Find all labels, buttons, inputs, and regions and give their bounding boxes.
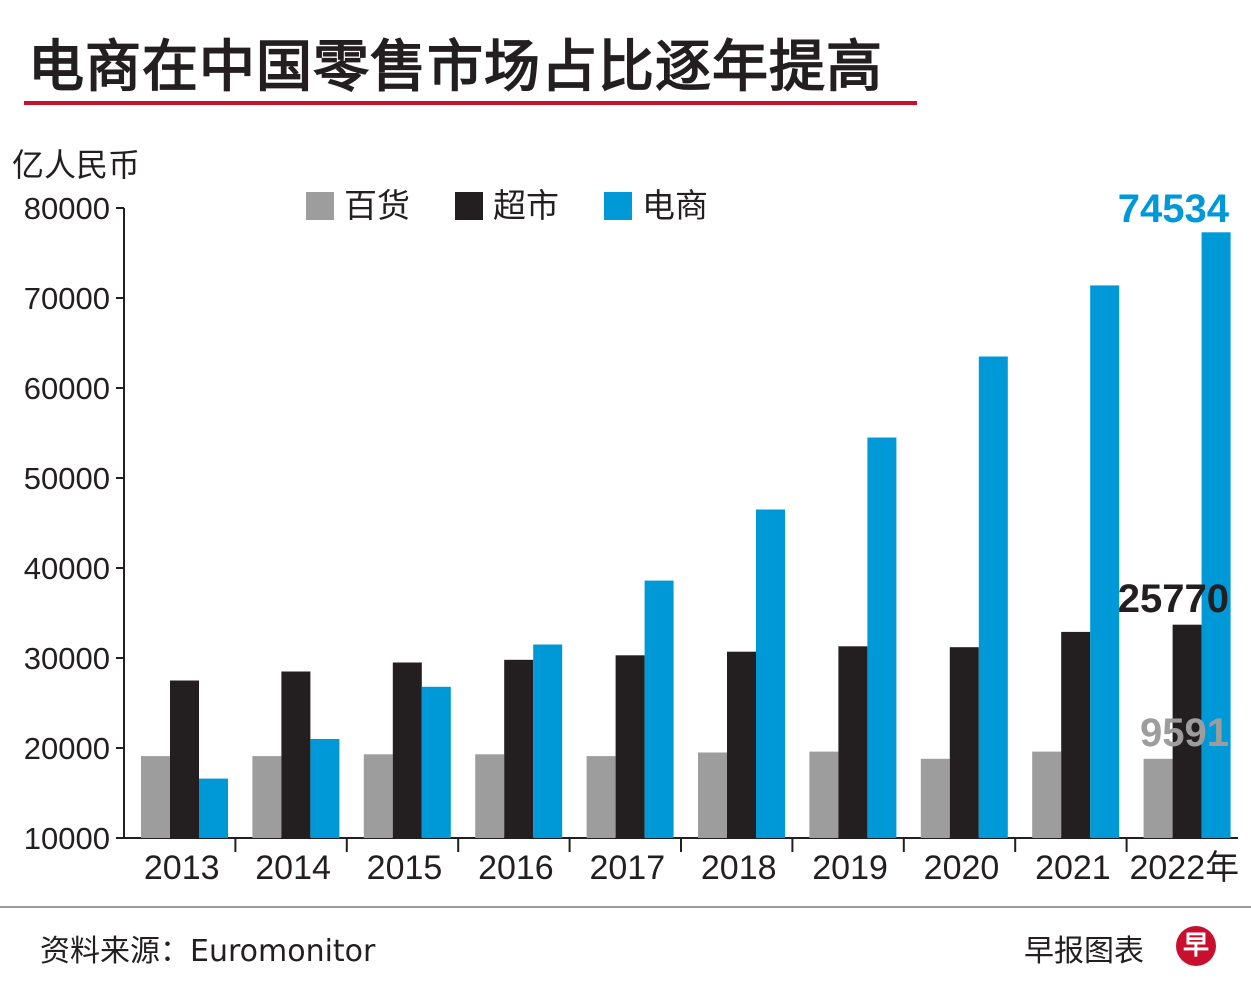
bar <box>949 647 979 838</box>
title-underline <box>24 101 917 105</box>
footer-divider <box>0 906 1251 908</box>
data-label: 25770 <box>1118 577 1229 621</box>
bar <box>1090 285 1120 838</box>
bar <box>199 778 228 838</box>
bar <box>809 751 839 838</box>
bar <box>310 739 340 838</box>
legend-label: 电商 <box>642 186 708 225</box>
bar <box>421 686 451 838</box>
x-tick-label: 2016 <box>478 849 554 887</box>
y-tick-label: 30000 <box>24 641 110 676</box>
bar <box>727 651 756 838</box>
source-note: 资料来源：Euromonitor <box>40 934 376 969</box>
bar <box>838 646 868 838</box>
x-tick-label: 2017 <box>589 849 665 887</box>
y-axis-unit-label: 亿人民币 <box>12 146 141 184</box>
data-label: 9591 <box>1140 711 1229 755</box>
bar <box>615 655 645 838</box>
x-tick-label: 2020 <box>924 849 1000 887</box>
bar-chart: 10000 20000 30000 40000 50000 60000 70000 80000… <box>24 186 1239 887</box>
bar <box>756 509 785 838</box>
legend-swatch <box>306 192 334 220</box>
bar <box>1172 624 1202 838</box>
bar <box>281 671 311 838</box>
bar <box>1032 751 1062 838</box>
credit-label: 早报图表 <box>1024 934 1144 969</box>
legend-label: 百货 <box>344 186 410 225</box>
x-tick-label: 2018 <box>701 849 777 887</box>
bar <box>1061 631 1091 838</box>
y-tick-label: 50000 <box>24 461 110 496</box>
bar <box>867 437 897 838</box>
y-tick-label: 20000 <box>24 731 110 766</box>
bar <box>586 756 616 838</box>
bar <box>363 754 393 838</box>
x-tick-label: 2019 <box>812 849 888 887</box>
x-tick-label: 2015 <box>367 849 443 887</box>
legend-label: 超市 <box>493 186 559 225</box>
bar <box>392 662 422 838</box>
y-tick-label: 10000 <box>24 821 110 856</box>
bar <box>141 756 170 838</box>
x-tick-label: 2021 <box>1035 849 1111 887</box>
bar <box>475 754 505 838</box>
data-label: 74534 <box>1118 187 1230 231</box>
bar <box>920 758 950 838</box>
legend-swatch <box>604 192 632 220</box>
bar <box>1201 232 1231 839</box>
zaobao-logo: 早 <box>1176 926 1216 966</box>
bar <box>698 752 727 838</box>
bar <box>533 644 563 838</box>
bar <box>978 356 1008 838</box>
y-tick-label: 60000 <box>24 371 110 406</box>
bar <box>644 580 674 838</box>
bar <box>170 680 199 838</box>
bar <box>1143 758 1173 838</box>
chart-title: 电商在中国零售市场占比逐年提高 <box>28 35 883 100</box>
y-tick-label: 80000 <box>24 191 110 226</box>
x-tick-label: 2014 <box>255 849 331 887</box>
x-tick-label: 2022年 <box>1129 849 1239 887</box>
bar <box>252 756 282 838</box>
y-tick-label: 40000 <box>24 551 110 586</box>
bar <box>504 659 534 838</box>
x-tick-label: 2013 <box>144 849 220 887</box>
y-tick-label: 70000 <box>24 281 110 316</box>
legend-swatch <box>455 192 483 220</box>
